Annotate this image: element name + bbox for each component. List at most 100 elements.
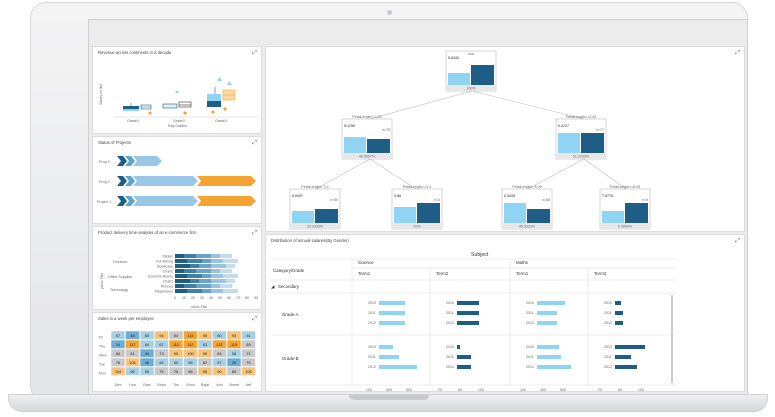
salary-bar[interactable] [537,355,561,359]
chevron[interactable] [197,196,256,206]
salary-bar[interactable] [457,355,471,359]
heatmap-cell[interactable] [125,366,140,376]
heatmap-cell[interactable] [226,330,242,340]
heatmap-cell[interactable] [168,339,184,349]
heatmap-cell[interactable] [110,339,126,349]
box-grade2[interactable] [162,90,192,115]
chevron[interactable] [125,176,135,186]
heatmap-cell[interactable] [197,357,213,367]
heatmap-cell[interactable] [139,366,155,376]
delivery-bar-segment[interactable] [211,254,220,258]
heatmap-cell[interactable] [125,330,140,340]
delivery-bar-segment[interactable] [175,274,187,278]
heatmap-cell[interactable] [168,330,184,340]
heatmap-cell[interactable] [183,339,198,349]
delivery-bar-segment[interactable] [187,289,202,293]
delivery-bar-segment[interactable] [175,259,187,263]
salary-bar[interactable] [615,365,637,369]
delivery-bar-segment[interactable] [220,284,232,288]
maximize-icon[interactable]: ⤢ [252,316,257,322]
salary-bar[interactable] [379,311,405,315]
salary-bar[interactable] [615,321,623,325]
heatmap-cell[interactable] [226,366,242,376]
chevron[interactable] [117,176,127,186]
heatmap-cell[interactable] [212,366,227,376]
salary-bar[interactable] [379,365,417,369]
heatmap-cell[interactable] [212,348,227,358]
heatmap-cell[interactable] [226,348,242,358]
delivery-bar-segment[interactable] [175,279,190,283]
heatmap-cell[interactable] [241,339,256,349]
heatmap-cell[interactable] [212,330,227,340]
delivery-bar-segment[interactable] [187,259,202,263]
delivery-bar-segment[interactable] [211,264,226,268]
maximize-icon[interactable]: ⤢ [252,50,257,56]
heatmap-cell[interactable] [154,330,169,340]
delivery-bar-segment[interactable] [223,274,238,278]
delivery-bar-segment[interactable] [211,259,223,263]
heatmap-cell[interactable] [125,339,140,349]
heatmap-cell[interactable] [241,357,256,367]
chevron[interactable] [133,156,162,166]
chevron[interactable] [125,196,135,206]
delivery-bar-segment[interactable] [211,284,220,288]
heatmap-cell[interactable] [168,348,184,358]
box-grade3[interactable] [207,77,236,114]
heatmap-cell[interactable] [154,348,169,358]
maximize-icon[interactable]: ⤢ [252,140,257,146]
delivery-bar-segment[interactable] [211,269,220,273]
chevron[interactable] [133,196,198,206]
box-grade1[interactable] [123,103,152,115]
salary-bar[interactable] [615,345,645,349]
salary-bar[interactable] [457,345,460,349]
heatmap-cell[interactable] [183,366,198,376]
heatmap-cell[interactable] [241,366,256,376]
chevron[interactable] [197,176,256,186]
heatmap-cell[interactable] [168,357,184,367]
heatmap-cell[interactable] [197,348,213,358]
heatmap-cell[interactable] [168,366,184,376]
salary-bar[interactable] [537,321,557,325]
heatmap-cell[interactable] [241,348,256,358]
salary-bar[interactable] [537,345,559,349]
salary-bar[interactable] [615,311,623,315]
heatmap-cell[interactable] [183,348,198,358]
maximize-icon[interactable]: ⤢ [252,230,257,236]
salary-bar[interactable] [379,355,399,359]
heatmap-cell[interactable] [110,348,126,358]
delivery-bar-segment[interactable] [202,289,211,293]
delivery-bar-segment[interactable] [184,284,196,288]
delivery-bar-segment[interactable] [184,254,196,258]
heatmap-cell[interactable] [139,330,155,340]
heatmap-cell[interactable] [154,357,169,367]
salary-bar[interactable] [537,301,565,305]
salary-bar[interactable] [537,311,557,315]
delivery-bar-segment[interactable] [220,254,232,258]
heatmap-cell[interactable] [139,357,155,367]
delivery-bar-segment[interactable] [190,264,199,268]
heatmap-cell[interactable] [125,348,140,358]
heatmap-cell[interactable] [154,339,169,349]
heatmap-cell[interactable] [197,339,213,349]
salary-bar[interactable] [615,301,621,305]
delivery-bar-segment[interactable] [175,284,184,288]
heatmap-cell[interactable] [110,357,126,367]
salary-bar[interactable] [537,365,571,369]
delivery-bar-segment[interactable] [175,269,184,273]
delivery-bar-segment[interactable] [187,274,202,278]
delivery-bar-segment[interactable] [175,264,190,268]
heatmap-cell[interactable] [139,348,155,358]
delivery-bar-segment[interactable] [211,279,226,283]
delivery-bar-segment[interactable] [175,289,187,293]
delivery-bar-segment[interactable] [175,254,184,258]
delivery-bar-segment[interactable] [223,259,238,263]
delivery-bar-segment[interactable] [199,279,211,283]
maximize-icon[interactable]: ⤢ [735,238,740,244]
heatmap-cell[interactable] [212,339,227,349]
salary-bar[interactable] [457,301,479,305]
delivery-bar-segment[interactable] [199,264,211,268]
delivery-bar-segment[interactable] [202,274,211,278]
delivery-bar-segment[interactable] [196,269,211,273]
heatmap-cell[interactable] [197,330,213,340]
chevron[interactable] [133,176,198,186]
